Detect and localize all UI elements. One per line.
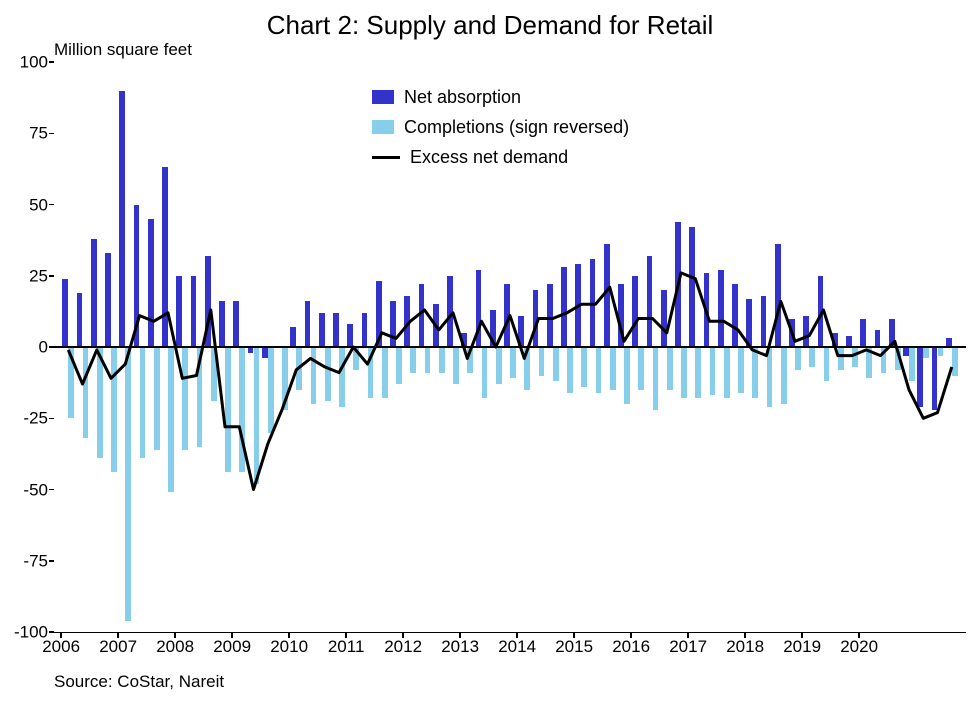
y-tick-mark	[49, 204, 54, 206]
excess-net-demand-line	[68, 273, 952, 490]
legend-swatch-net-absorption	[372, 90, 394, 104]
x-tick-label: 2012	[384, 637, 422, 657]
x-tick-label: 2013	[441, 637, 479, 657]
x-tick-mark	[345, 632, 347, 638]
x-tick-mark	[630, 632, 632, 638]
y-tick-mark	[49, 61, 54, 63]
chart-title: Chart 2: Supply and Demand for Retail	[0, 10, 980, 41]
x-tick-label: 2015	[555, 637, 593, 657]
x-tick-label: 2019	[783, 637, 821, 657]
y-tick-mark	[49, 489, 54, 491]
chart-container: { "chart": { "type": "bar+line", "title"…	[0, 0, 980, 704]
x-tick-label: 2016	[612, 637, 650, 657]
legend-line-excess-net-demand	[372, 156, 400, 159]
x-tick-mark	[516, 632, 518, 638]
x-tick-mark	[174, 632, 176, 638]
x-tick-mark	[117, 632, 119, 638]
legend-swatch-completions	[372, 120, 394, 134]
legend-label-excess-net-demand: Excess net demand	[410, 147, 568, 168]
y-tick-label: 25	[29, 267, 48, 284]
zero-line	[54, 346, 966, 348]
x-tick-label: 2009	[213, 637, 251, 657]
legend-item-net-absorption: Net absorption	[372, 82, 629, 112]
y-tick-label: 50	[29, 196, 48, 213]
source-text: Source: CoStar, Nareit	[54, 672, 224, 692]
y-tick-label: 0	[39, 339, 48, 356]
x-tick-label: 2020	[840, 637, 878, 657]
x-tick-label: 2018	[726, 637, 764, 657]
legend-label-net-absorption: Net absorption	[404, 87, 521, 108]
x-tick-mark	[60, 632, 62, 638]
x-tick-mark	[402, 632, 404, 638]
legend-item-excess-net-demand: Excess net demand	[372, 142, 629, 172]
x-tick-mark	[573, 632, 575, 638]
x-tick-label: 2017	[669, 637, 707, 657]
y-axis-title: Million square feet	[54, 40, 192, 60]
y-tick-mark	[49, 631, 54, 633]
y-tick-label: -25	[23, 410, 48, 427]
legend: Net absorption Completions (sign reverse…	[372, 82, 629, 172]
y-tick-label: -50	[23, 481, 48, 498]
y-tick-mark	[49, 275, 54, 277]
y-tick-mark	[49, 560, 54, 562]
x-tick-mark	[801, 632, 803, 638]
x-tick-mark	[459, 632, 461, 638]
y-tick-label: -75	[23, 552, 48, 569]
x-tick-mark	[687, 632, 689, 638]
y-tick-mark	[49, 418, 54, 420]
x-tick-label: 2006	[42, 637, 80, 657]
x-tick-label: 2010	[270, 637, 308, 657]
x-tick-label: 2007	[99, 637, 137, 657]
legend-item-completions: Completions (sign reversed)	[372, 112, 629, 142]
x-tick-mark	[231, 632, 233, 638]
x-tick-mark	[858, 632, 860, 638]
x-tick-mark	[744, 632, 746, 638]
y-tick-label: 75	[29, 125, 48, 142]
y-tick-mark	[49, 133, 54, 135]
x-tick-label: 2014	[498, 637, 536, 657]
legend-label-completions: Completions (sign reversed)	[404, 117, 629, 138]
x-tick-mark	[288, 632, 290, 638]
x-tick-label: 2011	[328, 637, 365, 657]
x-tick-label: 2008	[156, 637, 194, 657]
y-tick-label: 100	[20, 54, 48, 71]
